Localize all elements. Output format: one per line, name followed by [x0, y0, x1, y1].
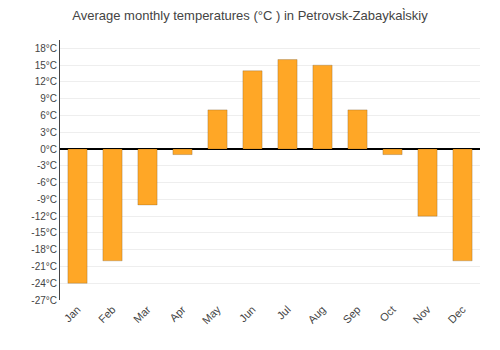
svg-text:-27°C: -27°C: [31, 295, 57, 306]
svg-text:18°C: 18°C: [35, 43, 57, 54]
svg-text:Dec: Dec: [445, 303, 468, 326]
svg-text:Aug: Aug: [305, 303, 327, 325]
svg-text:-6°C: -6°C: [37, 177, 57, 188]
svg-text:Feb: Feb: [96, 303, 118, 325]
svg-text:Jun: Jun: [237, 303, 258, 324]
svg-text:-3°C: -3°C: [37, 160, 57, 171]
svg-text:Apr: Apr: [167, 303, 188, 324]
svg-text:Mar: Mar: [131, 303, 153, 325]
svg-text:-24°C: -24°C: [31, 278, 57, 289]
svg-text:0°C: 0°C: [40, 144, 57, 155]
svg-text:Jan: Jan: [62, 303, 83, 324]
svg-text:-12°C: -12°C: [31, 211, 57, 222]
svg-text:Oct: Oct: [377, 303, 398, 324]
svg-text:Sep: Sep: [340, 303, 362, 325]
svg-text:15°C: 15°C: [35, 60, 57, 71]
svg-text:6°C: 6°C: [40, 110, 57, 121]
svg-text:9°C: 9°C: [40, 93, 57, 104]
svg-text:-15°C: -15°C: [31, 227, 57, 238]
svg-text:-9°C: -9°C: [37, 194, 57, 205]
svg-text:-21°C: -21°C: [31, 261, 57, 272]
svg-text:Average monthly temperatures (: Average monthly temperatures (°C ) in Pe…: [72, 8, 428, 23]
svg-text:Nov: Nov: [410, 303, 433, 326]
svg-text:May: May: [200, 303, 224, 327]
svg-text:Jul: Jul: [274, 303, 292, 321]
svg-text:12°C: 12°C: [35, 76, 57, 87]
svg-text:3°C: 3°C: [40, 127, 57, 138]
svg-text:-18°C: -18°C: [31, 244, 57, 255]
